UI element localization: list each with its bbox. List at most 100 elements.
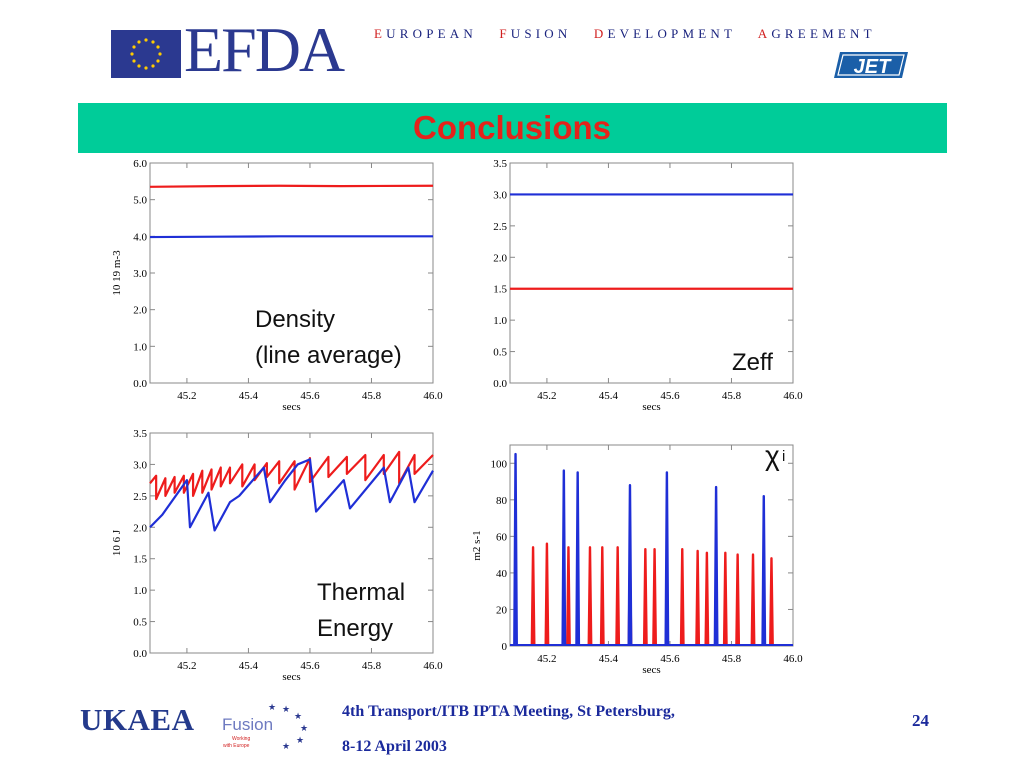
y-tick-label: 0.5: [133, 617, 147, 629]
spike-mark: [575, 471, 581, 647]
y-tick-label: 1.0: [493, 315, 507, 327]
ukaea-logo-text: UKAEA: [80, 702, 195, 737]
zeff-chart: 0.0 0.5 1.0 1.5 2.0 2.5 3.0 3.5 45.2 45.4 45.6 45.8…: [470, 155, 820, 420]
plot-frame: [509, 444, 794, 647]
chart-annotation: Energy: [317, 615, 393, 642]
density-chart: 0.0 1.0 2.0 3.0 4.0 5.0 6.0 45.2 45.4 45.6 45.8 46.…: [100, 155, 460, 420]
spike-mark: [722, 551, 728, 647]
series-line: [149, 450, 434, 501]
agreement-word: EVELOPMENT: [607, 26, 737, 41]
zeff-chart-svg: 0.0 0.5 1.0 1.5 2.0 2.5 3.0 3.5 45.2 45.4 45.6 45.8…: [493, 158, 803, 413]
x-axis-label: secs: [642, 401, 660, 413]
spike-mark: [750, 553, 756, 647]
x-tick-label: 45.2: [177, 660, 196, 672]
star-icon: ★: [296, 736, 304, 746]
y-tick-label: 100: [491, 458, 508, 470]
y-tick-label: 3.5: [493, 158, 507, 170]
series-line: [149, 235, 433, 239]
spike-mark: [679, 547, 685, 647]
agreement-initial: A: [757, 26, 772, 41]
fusion-logo-text: Fusion: [222, 715, 273, 734]
y-tick-label: 20: [496, 604, 508, 616]
x-tick-label: 45.6: [300, 660, 320, 672]
star-icon: ★: [294, 712, 302, 722]
agreement-word: GREEMENT: [771, 26, 876, 41]
x-tick-label: 45.4: [239, 660, 259, 672]
chart-annotation: (line average): [255, 342, 402, 369]
y-tick-label: 1.5: [493, 284, 507, 296]
chart-annotation: Thermal: [317, 579, 405, 606]
y-tick-label: 0: [502, 641, 508, 653]
spike-mark: [513, 452, 518, 647]
fusion-logo-subtext: Working: [232, 736, 250, 742]
y-tick-label: 4.0: [133, 231, 147, 243]
agreement-initial: E: [374, 26, 387, 41]
meeting-dates: 8-12 April 2003: [342, 738, 447, 755]
y-tick-label: 0.0: [133, 378, 147, 390]
agreement-heading: EUROPEAN FUSION DEVELOPMENT AGREEMENT: [374, 26, 876, 42]
y-tick-label: 60: [496, 531, 508, 543]
x-tick-label: 46.0: [783, 653, 803, 665]
x-tick-label: 45.4: [599, 653, 619, 665]
y-tick-label: 80: [496, 495, 508, 507]
x-tick-label: 45.8: [722, 653, 742, 665]
y-tick-label: 2.0: [133, 305, 147, 317]
x-tick-label: 45.6: [660, 653, 680, 665]
y-tick-label: 0.0: [493, 378, 507, 390]
y-axis-label: m2 s-1: [471, 530, 483, 560]
y-tick-label: 3.0: [133, 459, 147, 471]
meeting-title: 4th Transport/ITB IPTA Meeting, St Peter…: [342, 703, 675, 720]
spike-mark: [615, 546, 621, 647]
jet-logo-text: JET: [854, 56, 892, 78]
x-tick-label: 45.6: [300, 390, 320, 402]
star-icon: ★: [300, 724, 308, 734]
chart-annotation: i: [782, 448, 785, 465]
y-tick-label: 1.0: [133, 585, 147, 597]
x-tick-label: 46.0: [423, 660, 443, 672]
y-axis-label: 10 19 m-3: [111, 250, 123, 296]
chart-annotation: χ: [765, 440, 780, 471]
title-banner: [78, 103, 947, 153]
series-line: [149, 458, 434, 532]
y-tick-label: 1.5: [133, 554, 147, 566]
y-tick-label: 0.0: [133, 648, 147, 660]
spike-mark: [664, 471, 670, 647]
plot-frame: [149, 432, 434, 654]
y-tick-label: 2.5: [133, 491, 147, 503]
agreement-word: USION: [510, 26, 572, 41]
star-icon: ★: [268, 703, 276, 713]
spike-mark: [642, 547, 648, 647]
slide-title: Conclusions: [412, 109, 612, 146]
spike-mark: [761, 494, 767, 647]
y-tick-label: 1.0: [133, 341, 147, 353]
spike-mark: [627, 484, 633, 647]
x-tick-label: 45.2: [537, 653, 556, 665]
spike-mark: [599, 546, 605, 647]
y-tick-label: 5.0: [133, 195, 147, 207]
spike-mark: [704, 551, 710, 647]
y-tick-label: 6.0: [133, 158, 147, 170]
thermal-energy-chart-svg: 0.0 0.5 1.0 1.5 2.0 2.5 3.0 3.5 45.2 45.4 45.6 45.8…: [111, 428, 443, 683]
star-icon: ★: [282, 705, 290, 715]
page-number: 24: [912, 711, 929, 730]
x-tick-label: 45.8: [362, 660, 382, 672]
y-tick-label: 2.0: [133, 522, 147, 534]
x-tick-label: 45.8: [722, 390, 742, 402]
x-axis-label: secs: [282, 401, 300, 413]
star-icon: ★: [282, 742, 290, 750]
spike-mark: [695, 549, 701, 647]
thermal-energy-chart: 0.0 0.5 1.0 1.5 2.0 2.5 3.0 3.5 45.2 45.4 45.6 45.8…: [100, 425, 460, 690]
x-tick-label: 45.6: [660, 390, 680, 402]
spike-mark: [735, 553, 741, 647]
y-tick-label: 2.0: [493, 252, 507, 264]
eu-flag-icon: [111, 30, 181, 78]
jet-logo: JET: [834, 52, 908, 78]
x-tick-label: 45.2: [537, 390, 556, 402]
spike-mark: [530, 546, 536, 647]
chi-i-chart-svg: 0 20 40 60 80 100 45.2 45.4 45.6 45.8 46.0 secs m2 s…: [471, 440, 803, 676]
x-tick-label: 45.4: [599, 390, 619, 402]
spike-mark: [544, 542, 550, 647]
spike-mark: [713, 485, 719, 647]
x-tick-label: 46.0: [783, 390, 803, 402]
x-tick-label: 45.2: [177, 390, 196, 402]
